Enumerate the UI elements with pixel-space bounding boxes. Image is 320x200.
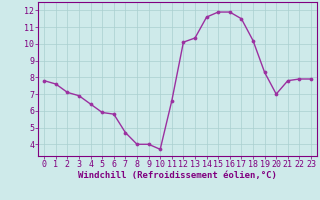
X-axis label: Windchill (Refroidissement éolien,°C): Windchill (Refroidissement éolien,°C) [78,171,277,180]
